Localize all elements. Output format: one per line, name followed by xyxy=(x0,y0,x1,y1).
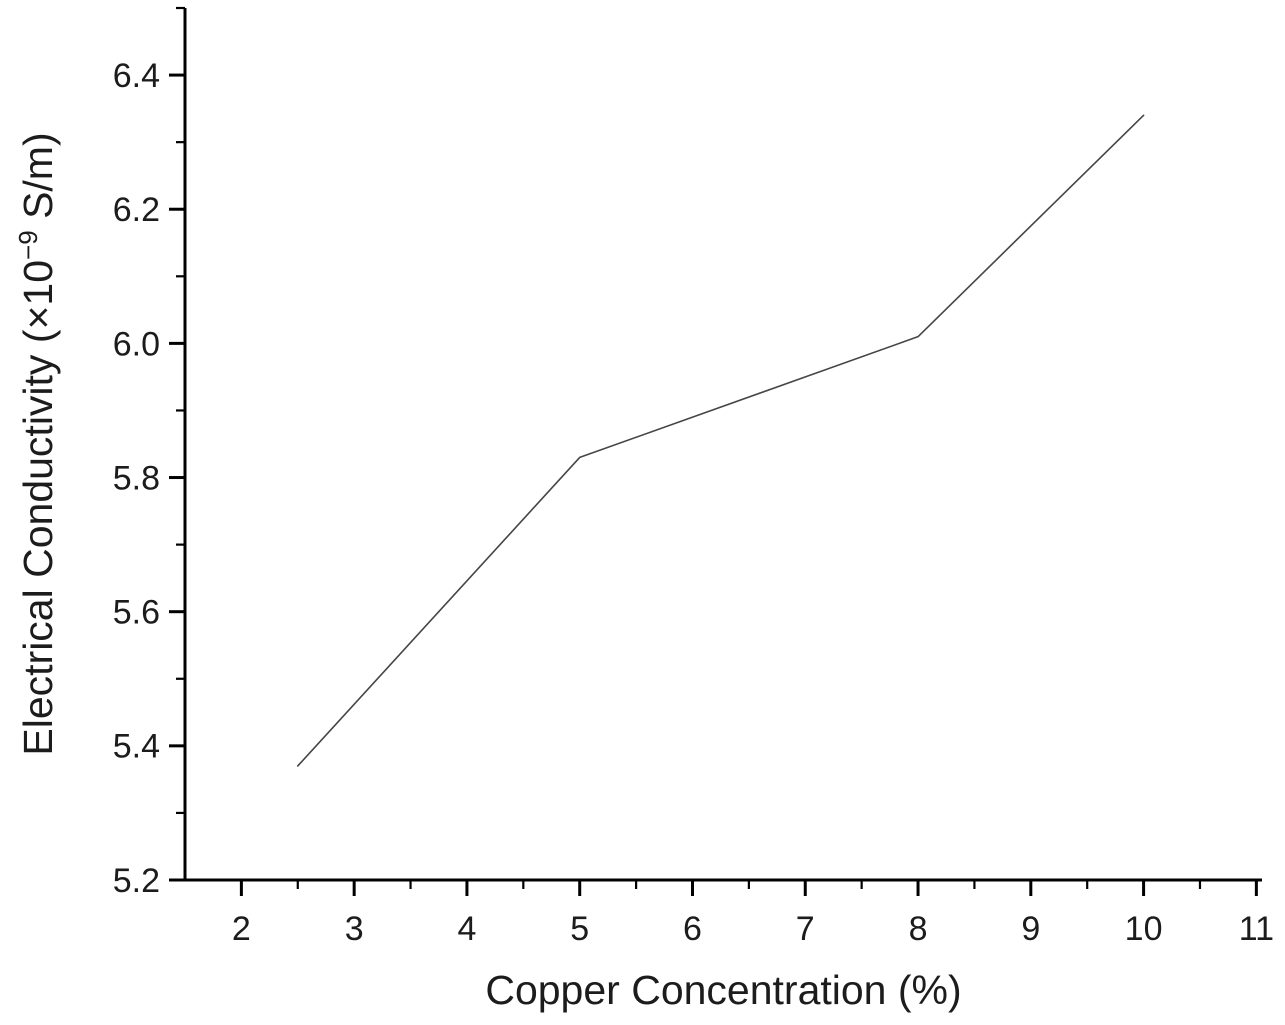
x-tick-label: 2 xyxy=(232,910,251,948)
x-axis-title: Copper Concentration (%) xyxy=(485,967,961,1013)
y-tick-label: 5.8 xyxy=(113,459,160,497)
x-tick-label: 7 xyxy=(796,910,815,948)
y-tick-label: 5.4 xyxy=(113,728,160,766)
series-line xyxy=(296,114,1145,767)
y-tick-label: 5.2 xyxy=(113,862,160,900)
y-tick-label: 6.2 xyxy=(113,191,160,229)
x-tick-label: 10 xyxy=(1125,910,1163,948)
x-tick-label: 9 xyxy=(1021,910,1040,948)
x-tick-label: 8 xyxy=(909,910,928,948)
x-tick-label: 4 xyxy=(457,910,476,948)
x-tick-label: 6 xyxy=(683,910,702,948)
y-axis-title: Electrical Conductivity (×10−9 S/m) xyxy=(13,132,61,755)
axes-frame xyxy=(183,8,1262,882)
x-tick-label: 11 xyxy=(1239,910,1274,948)
x-tick-label: 5 xyxy=(570,910,589,948)
y-tick-label: 6.4 xyxy=(113,57,160,95)
x-tick-label: 3 xyxy=(345,910,364,948)
y-tick-label: 5.6 xyxy=(113,594,160,632)
y-tick-label: 6.0 xyxy=(113,325,160,363)
